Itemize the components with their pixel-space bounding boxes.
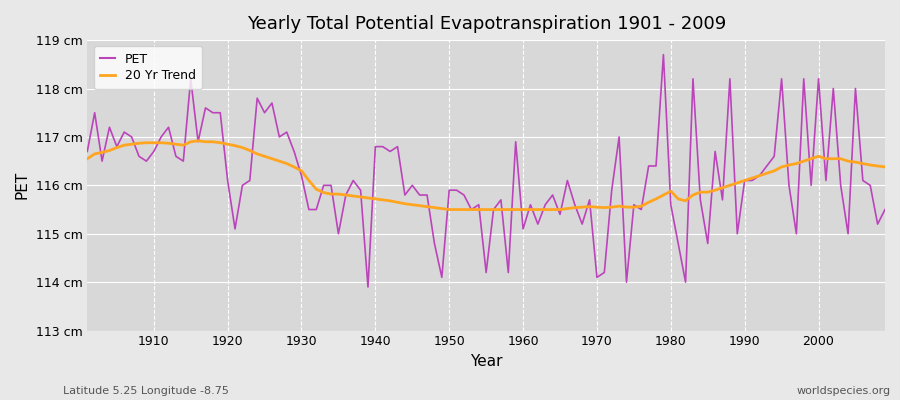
PET [879, 207, 890, 212]
PET [658, 52, 669, 57]
PET [141, 159, 152, 164]
20 Yr Trend [621, 205, 632, 210]
PET [525, 202, 535, 207]
PET [363, 285, 374, 290]
Line: PET: PET [87, 55, 885, 287]
Line: 20 Yr Trend: 20 Yr Trend [87, 141, 885, 210]
20 Yr Trend [82, 156, 93, 161]
PET [614, 134, 625, 139]
Y-axis label: PET: PET [15, 171, 30, 200]
20 Yr Trend [356, 194, 366, 199]
X-axis label: Year: Year [470, 354, 502, 369]
Title: Yearly Total Potential Evapotranspiration 1901 - 2009: Yearly Total Potential Evapotranspiratio… [247, 15, 725, 33]
20 Yr Trend [193, 138, 203, 143]
PET [518, 226, 528, 231]
PET [347, 178, 358, 183]
20 Yr Trend [310, 187, 321, 192]
Legend: PET, 20 Yr Trend: PET, 20 Yr Trend [94, 46, 202, 89]
Text: Latitude 5.25 Longitude -8.75: Latitude 5.25 Longitude -8.75 [63, 386, 229, 396]
20 Yr Trend [444, 207, 454, 212]
20 Yr Trend [141, 140, 152, 145]
20 Yr Trend [533, 207, 544, 212]
PET [303, 207, 314, 212]
20 Yr Trend [525, 207, 535, 212]
20 Yr Trend [879, 164, 890, 169]
Text: worldspecies.org: worldspecies.org [796, 386, 891, 396]
PET [82, 149, 93, 154]
